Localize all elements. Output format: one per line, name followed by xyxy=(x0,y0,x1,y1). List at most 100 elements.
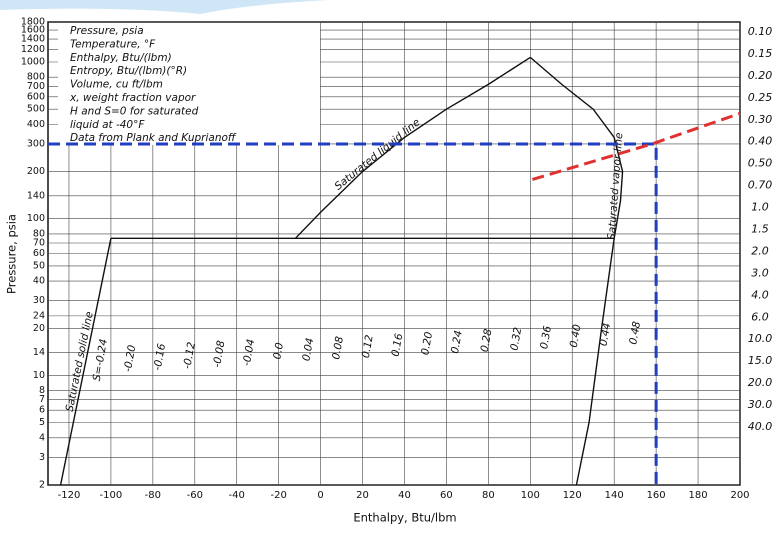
x-tick-label: -60 xyxy=(187,490,203,501)
x-tick-label: 140 xyxy=(605,490,624,501)
volume-label: 30.0 xyxy=(748,398,773,411)
entropy-label: 0.20 xyxy=(419,331,435,356)
entropy-label: 0.04 xyxy=(300,337,316,362)
entropy-label: 0.0 xyxy=(271,341,286,360)
y-tick-label: 400 xyxy=(27,119,45,130)
y-tick-label: 140 xyxy=(27,190,45,201)
volume-label: 0.20 xyxy=(748,69,773,82)
y-tick-label: 6 xyxy=(39,405,45,416)
volume-label: 0.40 xyxy=(748,135,773,148)
y-tick-label: 60 xyxy=(33,248,45,259)
y-tick-label: 24 xyxy=(33,310,45,321)
volume-label: 40.0 xyxy=(748,420,773,433)
y-tick-label: 500 xyxy=(27,104,45,115)
volume-label: 0.15 xyxy=(748,47,773,60)
x-tick-label: 180 xyxy=(689,490,708,501)
entropy-label: -0.04 xyxy=(241,338,258,367)
x-tick-label: -120 xyxy=(58,490,81,501)
y-tick-label: 8 xyxy=(39,385,45,396)
x-tick-label: 200 xyxy=(730,490,749,501)
legend-line: liquid at -40°F xyxy=(70,119,145,131)
y-tick-label: 5 xyxy=(39,417,45,428)
y-tick-label: 20 xyxy=(33,323,45,334)
x-tick-label: 160 xyxy=(647,490,666,501)
y-tick-label: 600 xyxy=(27,91,45,102)
y-tick-label: 200 xyxy=(27,166,45,177)
entropy-label: -0.16 xyxy=(152,342,169,371)
x-tick-label: 20 xyxy=(356,490,369,501)
y-tick-label: 2 xyxy=(39,480,45,491)
volume-label: 4.0 xyxy=(751,288,769,301)
x-tick-label: -80 xyxy=(145,490,161,501)
curve xyxy=(294,56,531,239)
x-tick-label: 80 xyxy=(482,490,495,501)
y-tick-label: 30 xyxy=(33,295,45,306)
legend-line: Enthalpy, Btu/(lbm) xyxy=(70,52,172,64)
entropy-label: 0.08 xyxy=(330,335,346,360)
volume-label: 0.30 xyxy=(748,113,773,126)
y-tick-label: 300 xyxy=(27,138,45,149)
overlay-line xyxy=(531,111,741,181)
y-tick-label: 14 xyxy=(33,347,45,358)
y-tick-label: 10 xyxy=(33,370,45,381)
x-tick-label: 0 xyxy=(317,490,323,501)
y-tick-label: 3 xyxy=(39,452,45,463)
legend-line: Pressure, psia xyxy=(70,25,144,37)
y-tick-label: 1400 xyxy=(21,34,45,45)
y-tick-label: 40 xyxy=(33,276,45,287)
y-tick-label: 1800 xyxy=(21,17,45,28)
entropy-label: 0.40 xyxy=(568,323,584,348)
volume-label: 0.50 xyxy=(748,157,773,170)
y-tick-label: 1600 xyxy=(21,25,45,36)
note-box xyxy=(58,23,320,145)
entropy-label: -0.20 xyxy=(122,344,139,373)
entropy-label: -0.12 xyxy=(181,341,198,370)
legend-line: H and S=0 for saturated xyxy=(70,105,199,117)
volume-label: 0.10 xyxy=(748,25,773,38)
curve xyxy=(59,238,112,486)
entropy-label: 0.32 xyxy=(508,326,524,351)
legend-line: x, weight fraction vapor xyxy=(69,92,196,104)
y-tick-label: 80 xyxy=(33,228,45,239)
x-tick-label: 60 xyxy=(440,490,453,501)
x-tick-label: -100 xyxy=(100,490,123,501)
y-tick-label: 70 xyxy=(33,238,45,249)
y-tick-label: 100 xyxy=(27,213,45,224)
volume-label: 1.0 xyxy=(751,201,769,214)
entropy-label: 0.36 xyxy=(538,325,554,350)
entropy-label: 0.24 xyxy=(449,329,465,354)
legend-line: Entropy, Btu/(lbm)(°R) xyxy=(70,65,187,77)
entropy-label: 0.48 xyxy=(627,320,643,345)
overlay-line xyxy=(48,142,658,485)
y-tick-label: 4 xyxy=(39,432,45,443)
curve xyxy=(529,56,624,486)
legend-line: Temperature, °F xyxy=(70,38,156,50)
volume-label: 0.70 xyxy=(748,179,773,192)
legend-line: Data from Plank and Kuprianoff xyxy=(70,132,237,144)
legend-line: Volume, cu ft/lbm xyxy=(70,79,163,91)
volume-label: 15.0 xyxy=(748,354,773,367)
volume-label: 6.0 xyxy=(751,310,769,323)
y-tick-label: 800 xyxy=(27,72,45,83)
x-axis-title: Enthalpy, Btu/lbm xyxy=(353,511,456,525)
entropy-label: -0.08 xyxy=(211,339,228,368)
volume-label: 2.0 xyxy=(751,244,769,257)
y-tick-label: 1000 xyxy=(21,57,45,68)
entropy-label: 0.16 xyxy=(390,332,406,357)
slide-decoration xyxy=(0,0,330,14)
volume-label: 0.25 xyxy=(748,91,773,104)
x-tick-label: 120 xyxy=(563,490,582,501)
volume-label: 1.5 xyxy=(751,223,769,236)
volume-label: 10.0 xyxy=(748,332,773,345)
y-tick-label: 1200 xyxy=(21,44,45,55)
entropy-label: 0.12 xyxy=(360,334,376,359)
x-tick-label: 100 xyxy=(521,490,540,501)
volume-label: 20.0 xyxy=(748,376,773,389)
y-axis-title: Pressure, psia xyxy=(5,214,19,294)
y-tick-label: 7 xyxy=(39,394,45,405)
x-tick-label: -40 xyxy=(229,490,245,501)
y-tick-label: 700 xyxy=(27,81,45,92)
x-tick-label: 40 xyxy=(398,490,411,501)
volume-label: 3.0 xyxy=(751,266,769,279)
